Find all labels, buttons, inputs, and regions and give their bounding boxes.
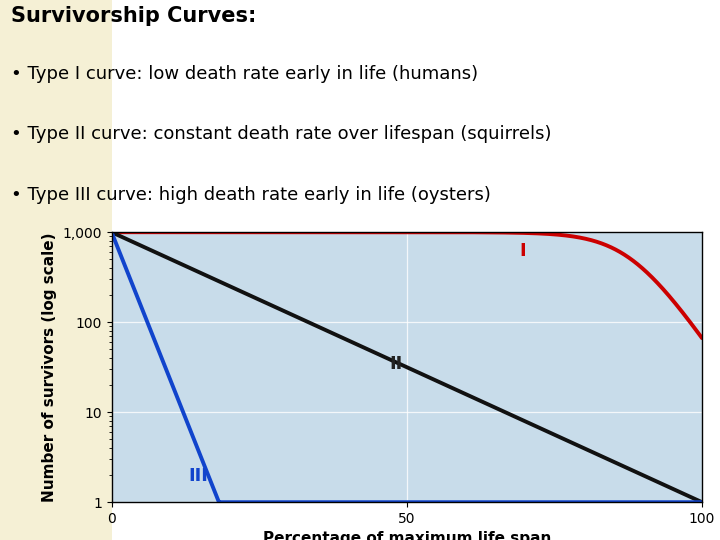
Y-axis label: Number of survivors (log scale): Number of survivors (log scale) <box>42 232 57 502</box>
Text: • Type III curve: high death rate early in life (oysters): • Type III curve: high death rate early … <box>11 186 490 204</box>
X-axis label: Percentage of maximum life span: Percentage of maximum life span <box>263 531 551 540</box>
Text: • Type II curve: constant death rate over lifespan (squirrels): • Type II curve: constant death rate ove… <box>11 125 552 143</box>
Text: Survivorship Curves:: Survivorship Curves: <box>11 6 256 26</box>
Text: II: II <box>389 355 402 373</box>
Text: • Type I curve: low death rate early in life (humans): • Type I curve: low death rate early in … <box>11 65 478 83</box>
Text: I: I <box>519 241 526 260</box>
Text: III: III <box>189 468 208 485</box>
